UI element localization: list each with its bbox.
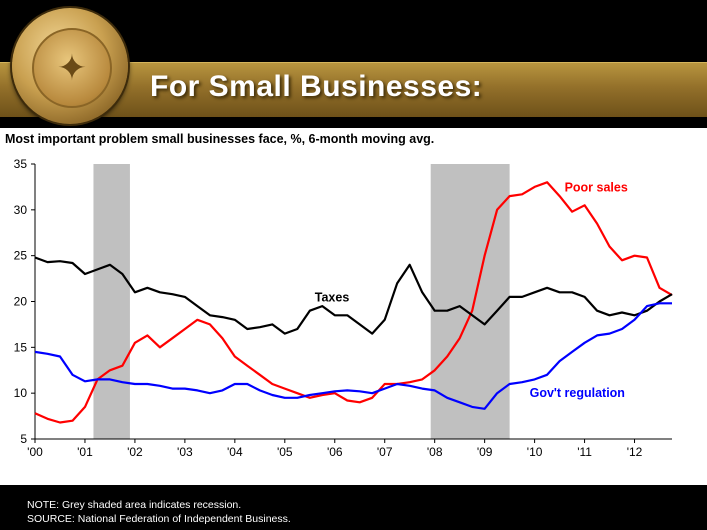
y-tick-label-1: 10 [14, 386, 28, 400]
y-tick-label-0: 5 [20, 432, 27, 446]
x-tick-label-2: '02 [127, 445, 143, 459]
series-label-taxes: Taxes [315, 291, 350, 305]
footnotes: NOTE: Grey shaded area indicates recessi… [27, 498, 291, 526]
series-line-poor_sales [34, 181, 673, 424]
line-chart: 5 10 15 20 25 30 35 '00 '01 '02 '03 '04 '05 '06 '07 '08… [14, 157, 673, 459]
x-tick-label-3: '03 [177, 445, 193, 459]
series-line-taxes [34, 256, 673, 335]
x-tick-label-10: '10 [527, 445, 543, 459]
x-tick-label-7: '07 [377, 445, 393, 459]
x-tick-label-5: '05 [277, 445, 293, 459]
recession-band-1 [430, 164, 510, 439]
x-tick-label-1: '01 [77, 445, 93, 459]
seal-center: ✦ [32, 28, 112, 108]
x-tick-label-0: '00 [27, 445, 43, 459]
y-tick-label-6: 35 [14, 157, 28, 171]
x-tick-label-8: '08 [427, 445, 443, 459]
series-label-poor_sales: Poor sales [565, 181, 628, 195]
y-tick-label-2: 15 [14, 340, 28, 354]
series-line-govt_regulation [34, 302, 672, 410]
y-tick-label-5: 30 [14, 203, 28, 217]
x-tick-label-9: '09 [477, 445, 493, 459]
federal-reserve-seal-icon: ✦ [12, 8, 128, 124]
series-label-govt_regulation: Gov't regulation [530, 386, 625, 400]
note-source: SOURCE: National Federation of Independe… [27, 513, 291, 525]
note-recession: NOTE: Grey shaded area indicates recessi… [27, 499, 242, 511]
recession-band-0 [93, 164, 130, 439]
x-tick-label-4: '04 [227, 445, 243, 459]
x-tick-label-12: '12 [627, 445, 643, 459]
slide-title: For Small Businesses: [150, 70, 483, 103]
x-tick-label-11: '11 [577, 445, 592, 459]
y-tick-label-4: 25 [14, 249, 28, 263]
x-tick-label-6: '06 [327, 445, 343, 459]
chart-subtitle: Most important problem small businesses … [5, 132, 435, 146]
y-tick-label-3: 20 [14, 295, 28, 309]
eagle-icon: ✦ [56, 47, 88, 88]
